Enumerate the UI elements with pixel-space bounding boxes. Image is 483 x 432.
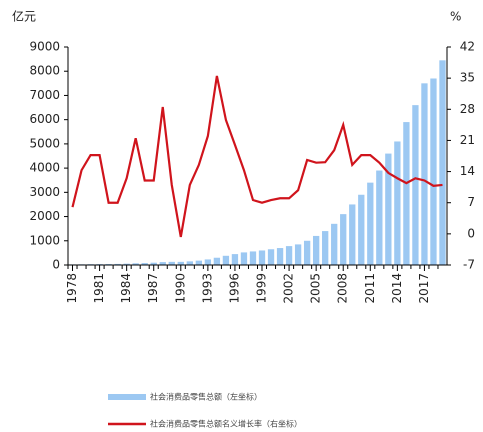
- bar: [276, 248, 284, 265]
- y-tick-label: 3000: [29, 185, 60, 199]
- bar: [367, 182, 374, 265]
- y-tick-label: 0: [52, 258, 60, 272]
- x-tick-label: 2005: [309, 273, 323, 304]
- legend-label: 社会消费品零售总额名义增长率（右坐标）: [150, 419, 302, 429]
- bar: [285, 246, 293, 265]
- y-tick-label: 2000: [29, 209, 60, 223]
- bar: [312, 235, 320, 265]
- bar: [177, 261, 184, 265]
- bar: [231, 254, 239, 265]
- y-tick-label: 5000: [29, 136, 60, 150]
- bar: [412, 105, 419, 265]
- y2-tick-label: -7: [463, 258, 475, 272]
- bar: [403, 122, 410, 265]
- bar: [303, 240, 311, 265]
- bar: [222, 255, 230, 265]
- bar: [430, 78, 437, 265]
- line: [71, 75, 443, 238]
- x-tick-label: 1981: [92, 273, 106, 304]
- bar: [385, 153, 392, 265]
- y2-tick-label: 0: [467, 226, 475, 240]
- y-tick-label: 6000: [29, 112, 60, 126]
- legend-label: 社会消费品零售总额（左坐标）: [150, 392, 262, 402]
- x-tick-label: 1993: [200, 273, 214, 304]
- y-tick-label: 7000: [29, 88, 60, 102]
- x-tick-label: 1999: [255, 273, 269, 304]
- bar: [186, 261, 193, 265]
- x-tick-label: 2011: [363, 273, 377, 304]
- bar: [159, 262, 166, 265]
- y2-axis-label: %: [450, 10, 461, 24]
- bar: [195, 260, 203, 265]
- bar: [258, 250, 266, 265]
- x-tick-label: 2002: [282, 273, 296, 304]
- y2-tick-label: 21: [460, 133, 475, 147]
- y-axis-label: 亿元: [12, 9, 36, 24]
- x-tick-label: 1996: [227, 273, 241, 304]
- y2-tick-label: 42: [460, 40, 475, 54]
- bar: [376, 170, 383, 265]
- x-tick-label: 2017: [417, 273, 431, 304]
- bar: [123, 263, 130, 265]
- y2-tick-label: 28: [460, 102, 475, 116]
- bar: [439, 60, 446, 266]
- y-tick-label: 8000: [29, 64, 60, 78]
- y-tick-label: 4000: [29, 161, 60, 175]
- y2-tick-label: 35: [460, 71, 475, 85]
- y2-tick-label: 7: [467, 195, 475, 209]
- bar: [294, 244, 302, 265]
- bar: [213, 257, 221, 265]
- bar: [168, 261, 175, 265]
- bar: [340, 214, 347, 265]
- bar: [349, 204, 356, 265]
- bar: [141, 263, 148, 265]
- bar: [204, 259, 212, 265]
- bar: [132, 263, 139, 265]
- x-tick-label: 1990: [173, 273, 187, 304]
- x-tick-label: 1978: [65, 273, 79, 304]
- bar: [421, 83, 428, 265]
- bar: [267, 249, 275, 265]
- bar: [150, 262, 157, 265]
- bar: [114, 263, 121, 265]
- y2-tick-label: 14: [460, 164, 475, 178]
- x-tick-label: 2014: [390, 273, 404, 304]
- y-tick-label: 9000: [29, 40, 60, 54]
- bar: [358, 194, 365, 265]
- legend-swatch: [108, 394, 146, 400]
- x-tick-label: 1987: [146, 273, 160, 304]
- x-tick-label: 2008: [336, 273, 350, 304]
- bar: [240, 252, 248, 265]
- bar: [249, 251, 257, 265]
- bar: [331, 223, 338, 265]
- bar: [322, 231, 329, 265]
- y-tick-label: 1000: [29, 233, 60, 247]
- x-tick-label: 1984: [119, 273, 133, 304]
- bar: [394, 141, 401, 265]
